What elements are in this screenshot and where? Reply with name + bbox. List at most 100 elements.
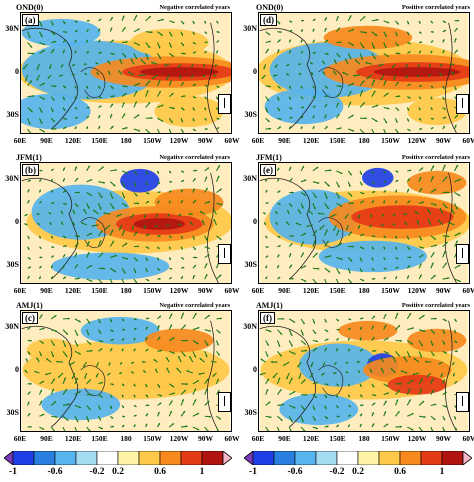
wind-vector-head [135,281,137,283]
wind-vector-head [329,169,332,172]
wind-vector-head [75,107,78,110]
wind-vector-head [396,399,399,402]
wind-vector-head [374,394,377,397]
wind-vector-head [28,352,31,355]
wind-vector-head [325,40,329,43]
wind-vector-head [51,23,54,26]
anomaly-region [51,252,170,281]
wind-vector-head [371,247,374,250]
wind-vector-head [348,184,351,187]
anomaly-region [269,189,359,245]
wind-vector-head [83,63,86,66]
wind-vector-head [430,50,433,53]
wind-vector-head [100,195,103,199]
wind-vector-head [302,165,304,169]
wind-vector-head [349,281,352,283]
wind-vector-head [348,414,351,417]
wind-vector-head [124,55,127,58]
x-tick-label: 60E [251,286,265,295]
wind-vector-head [387,21,390,24]
wind-vector-head [381,214,384,217]
wind-vector-head [346,228,349,231]
wind-vector-head [74,39,77,42]
wind-vector-head [64,117,67,120]
wind-vector-head [135,231,138,234]
wind-vector-head [168,200,171,203]
wind-vector-head [356,360,359,363]
reference-vector-box [218,244,231,264]
wind-vector-head [216,50,218,53]
wind-vector-head [125,243,128,245]
map-panel-d [258,12,470,134]
wind-vector-head [155,225,158,228]
wind-vector-head [439,64,442,67]
wind-vector-head [267,119,270,123]
wind-vector-head [185,425,188,428]
wind-vector-head [269,330,272,333]
wind-vector-head [134,270,137,274]
wind-vector-head [103,212,106,215]
wind-vector-head [78,406,82,409]
wind-vector-head [47,76,50,79]
wind-vector-head [98,418,101,421]
wind-vector-head [362,192,365,195]
wind-vector-head [314,348,317,351]
wind-vector-head [112,95,115,98]
wind-vector-head [119,372,122,375]
wind-vector-head [196,342,199,345]
wind-vector-head [324,17,327,20]
wind-vector-head [376,104,379,107]
wind-vector-head [122,383,125,386]
colorbar-right [244,451,472,465]
wind-vector-head [321,373,324,376]
wind-vector-head [306,224,309,227]
wind-vector-head [458,264,461,267]
wind-vector-head [171,54,174,57]
anomaly-region [299,343,378,387]
wind-vector-head [395,247,397,250]
x-tick-label: 60W [462,286,474,295]
wind-vector-head [60,210,63,214]
wind-vector-head [169,80,172,83]
wind-vector-head [76,243,79,246]
colorbar-tick-label: 1 [439,467,445,477]
wind-vector-head [98,115,101,118]
wind-vector-head [64,86,67,89]
wind-vector-head [431,176,434,179]
wind-vector-head [180,276,183,279]
panel-label: (a) [22,14,39,26]
wind-vector-head [65,332,68,335]
wind-vector-head [61,221,64,224]
wind-vector-head [351,43,354,46]
wind-vector-head [326,283,328,284]
wind-vector-head [137,28,140,31]
wind-vector-head [360,413,363,416]
wind-vector-field [24,312,222,431]
wind-vector-head [148,80,151,83]
wind-vector-head [123,27,126,30]
wind-vector-head [384,80,387,83]
wind-vector-head [188,213,191,216]
wind-vector-head [290,344,293,347]
wind-vector-head [408,129,411,131]
wind-vector-head [339,85,342,88]
wind-vector-head [29,339,32,342]
wind-vector-head [325,229,328,232]
wind-vector-head [359,423,362,427]
wind-vector-head [219,188,222,191]
wind-vector-head [361,404,364,407]
wind-vector-head [30,45,33,48]
wind-vector-head [338,54,341,58]
wind-vector-head [122,338,125,341]
wind-vector-head [108,363,111,366]
wind-vector-head [100,348,103,351]
wind-vector-head [275,211,278,214]
wind-vector-head [137,114,140,117]
wind-vector-head [265,236,268,239]
wind-vector-head [50,276,53,279]
coastline [259,177,317,280]
wind-vector-head [219,317,222,320]
y-tick-label: 30S [6,110,19,119]
wind-vector-head [419,274,422,277]
wind-vector-head [28,266,32,269]
